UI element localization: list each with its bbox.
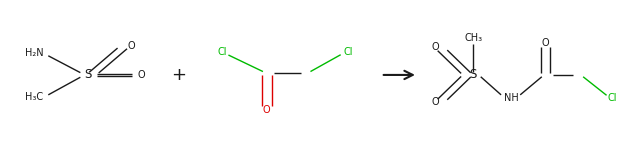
Text: O: O	[432, 97, 440, 107]
Text: O: O	[263, 105, 271, 115]
Text: CH₃: CH₃	[465, 33, 483, 43]
Text: O: O	[137, 70, 145, 80]
Text: O: O	[432, 42, 440, 52]
Text: Cl: Cl	[608, 93, 617, 103]
Text: S: S	[84, 68, 91, 81]
Text: H₂N: H₂N	[25, 49, 43, 58]
Text: O: O	[128, 41, 135, 51]
Text: S: S	[469, 68, 477, 81]
Text: Cl: Cl	[344, 47, 353, 57]
Text: NH: NH	[504, 93, 519, 103]
Text: O: O	[542, 38, 550, 48]
Text: +: +	[171, 66, 186, 84]
Text: H₃C: H₃C	[25, 92, 43, 102]
Text: Cl: Cl	[217, 47, 227, 57]
